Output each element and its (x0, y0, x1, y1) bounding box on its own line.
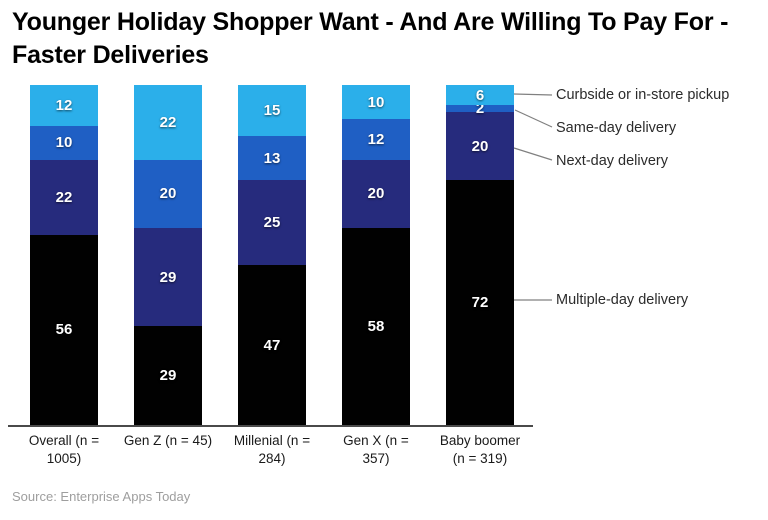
bar-segment: 13 (238, 136, 306, 181)
x-axis-label: Overall (n = 1005) (28, 433, 100, 467)
legend-label-multiple-day: Multiple-day delivery (556, 292, 689, 308)
x-axis-label: Baby boomer (n = 319) (439, 433, 521, 467)
bar-value-label: 20 (159, 185, 177, 203)
legend-label-curbside: Curbside or in-store pickup (556, 87, 730, 103)
bar-segment: 10 (342, 85, 410, 119)
source-note: Source: Enterprise Apps Today (12, 489, 191, 504)
legend-label-same-day: Same-day delivery (556, 120, 677, 136)
bar-value-label: 25 (263, 214, 281, 232)
bar-value-label: 56 (55, 321, 73, 339)
x-axis-label: Millenial (n = 284) (233, 433, 311, 467)
bar-value-label: 12 (367, 130, 385, 148)
bar-segment: 56 (30, 234, 98, 425)
bar-segment: 20 (134, 159, 202, 228)
bar-value-label: 29 (159, 367, 177, 385)
bar-segment: 72 (446, 180, 514, 425)
bar-value-label: 15 (263, 102, 281, 119)
bar-value-label: 22 (55, 188, 73, 206)
bar-segment: 29 (134, 227, 202, 327)
bar-value-label: 22 (159, 113, 177, 131)
bar-segment: 47 (238, 265, 306, 425)
bar-segment: 22 (30, 159, 98, 235)
bar-segment: 22 (134, 85, 202, 160)
bar-value-label: 10 (55, 134, 73, 152)
bar-value-label: 20 (471, 137, 489, 155)
bar-segment: 2 (446, 101, 514, 116)
x-axis-label: Gen X (n = 357) (343, 433, 409, 467)
bar-value-label: 6 (475, 86, 485, 104)
bar-segment: 10 (30, 125, 98, 160)
bar-value-label: 13 (263, 149, 281, 167)
chart-title: Younger Holiday Shopper Want - And Are W… (12, 8, 729, 69)
bar-segment: 20 (446, 112, 514, 181)
bar-segment: 25 (238, 180, 306, 266)
bar-value-label: 29 (159, 268, 177, 286)
bar-segment: 6 (446, 85, 514, 106)
bar-value-label: 58 (367, 317, 385, 335)
bar-value-label: 12 (55, 96, 73, 114)
bar-value-label: 72 (471, 294, 489, 312)
bar-value-label: 47 (263, 336, 281, 354)
bar-segment: 58 (342, 227, 410, 425)
x-axis-label: Gen Z (n = 45) (123, 433, 213, 448)
bar-value-label: 20 (367, 185, 385, 203)
bar-segment: 15 (238, 85, 306, 136)
bar-segment: 12 (342, 119, 410, 160)
bar-value-label: 10 (367, 93, 385, 111)
x-axis-line (8, 425, 533, 427)
bar-segment: 29 (134, 326, 202, 425)
bar-segment: 12 (30, 85, 98, 126)
legend-label-next-day: Next-day delivery (556, 153, 669, 169)
bar-segment: 20 (342, 159, 410, 228)
bar-value-label: 2 (475, 100, 485, 118)
